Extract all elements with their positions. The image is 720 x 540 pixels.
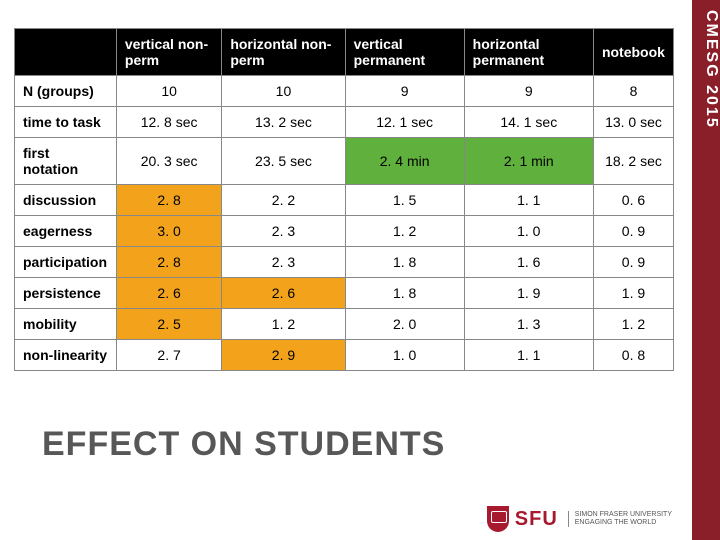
table-cell: 23. 5 sec [222, 138, 345, 185]
table-cell: 0. 9 [593, 216, 673, 247]
table-cell: 10 [222, 76, 345, 107]
row-label: discussion [15, 185, 117, 216]
table-cell: 12. 1 sec [345, 107, 464, 138]
table-cell: 2. 3 [222, 247, 345, 278]
table-cell: 1. 5 [345, 185, 464, 216]
table-cell: 1. 0 [345, 340, 464, 371]
table-cell: 1. 1 [464, 185, 593, 216]
table-cell: 0. 6 [593, 185, 673, 216]
table-cell: 2. 6 [222, 278, 345, 309]
table-cell: 1. 1 [464, 340, 593, 371]
table-row: mobility2. 51. 22. 01. 31. 2 [15, 309, 674, 340]
table-cell: 0. 9 [593, 247, 673, 278]
footer: SFU SIMON FRASER UNIVERSITY ENGAGING THE… [487, 506, 672, 532]
table-cell: 3. 0 [116, 216, 221, 247]
table-cell: 1. 3 [464, 309, 593, 340]
sidebar-tag: CMESG 2015 [692, 0, 720, 540]
table-cell: 1. 8 [345, 247, 464, 278]
table-cell: 18. 2 sec [593, 138, 673, 185]
table-cell: 2. 5 [116, 309, 221, 340]
table-cell: 2. 8 [116, 185, 221, 216]
col-header: vertical non-perm [116, 29, 221, 76]
sfu-sub-line1: SIMON FRASER UNIVERSITY [575, 511, 672, 519]
table-cell: 2. 1 min [464, 138, 593, 185]
sfu-logo: SFU [487, 506, 558, 532]
table-cell: 13. 0 sec [593, 107, 673, 138]
table-cell: 1. 2 [345, 216, 464, 247]
table-cell: 2. 9 [222, 340, 345, 371]
table-row: time to task12. 8 sec13. 2 sec12. 1 sec1… [15, 107, 674, 138]
table-row: discussion2. 82. 21. 51. 10. 6 [15, 185, 674, 216]
row-label: time to task [15, 107, 117, 138]
table-cell: 2. 0 [345, 309, 464, 340]
table-cell: 2. 4 min [345, 138, 464, 185]
table-cell: 2. 3 [222, 216, 345, 247]
table-cell: 13. 2 sec [222, 107, 345, 138]
table-cell: 1. 9 [593, 278, 673, 309]
table-corner [15, 29, 117, 76]
row-label: participation [15, 247, 117, 278]
table-row: participation2. 82. 31. 81. 60. 9 [15, 247, 674, 278]
table-row: first notation20. 3 sec23. 5 sec2. 4 min… [15, 138, 674, 185]
table-header-row: vertical non-perm horizontal non-perm ve… [15, 29, 674, 76]
table-cell: 0. 8 [593, 340, 673, 371]
table-cell: 2. 8 [116, 247, 221, 278]
sfu-shield-icon [487, 506, 509, 532]
table-row: non-linearity2. 72. 91. 01. 10. 8 [15, 340, 674, 371]
sfu-logo-text: SFU [515, 508, 558, 531]
sfu-sub-line2: ENGAGING THE WORLD [575, 519, 672, 527]
table-cell: 1. 2 [222, 309, 345, 340]
table-row: persistence2. 62. 61. 81. 91. 9 [15, 278, 674, 309]
table-cell: 10 [116, 76, 221, 107]
table-row: eagerness3. 02. 31. 21. 00. 9 [15, 216, 674, 247]
table-cell: 2. 7 [116, 340, 221, 371]
sfu-subtext: SIMON FRASER UNIVERSITY ENGAGING THE WOR… [568, 511, 672, 526]
table-row: N (groups)1010998 [15, 76, 674, 107]
table-cell: 8 [593, 76, 673, 107]
row-label: persistence [15, 278, 117, 309]
col-header: horizontal non-perm [222, 29, 345, 76]
table-cell: 9 [464, 76, 593, 107]
table-cell: 1. 2 [593, 309, 673, 340]
slide-content: vertical non-perm horizontal non-perm ve… [0, 0, 720, 464]
row-label: mobility [15, 309, 117, 340]
row-label: first notation [15, 138, 117, 185]
row-label: eagerness [15, 216, 117, 247]
col-header: notebook [593, 29, 673, 76]
table-cell: 2. 6 [116, 278, 221, 309]
table-cell: 1. 9 [464, 278, 593, 309]
data-table: vertical non-perm horizontal non-perm ve… [14, 28, 674, 371]
table-cell: 1. 6 [464, 247, 593, 278]
table-cell: 1. 0 [464, 216, 593, 247]
table-cell: 1. 8 [345, 278, 464, 309]
table-cell: 2. 2 [222, 185, 345, 216]
col-header: horizontal permanent [464, 29, 593, 76]
row-label: non-linearity [15, 340, 117, 371]
table-cell: 20. 3 sec [116, 138, 221, 185]
row-label: N (groups) [15, 76, 117, 107]
col-header: vertical permanent [345, 29, 464, 76]
section-title: EFFECT ON STUDENTS [42, 425, 682, 464]
table-cell: 12. 8 sec [116, 107, 221, 138]
table-cell: 14. 1 sec [464, 107, 593, 138]
table-cell: 9 [345, 76, 464, 107]
